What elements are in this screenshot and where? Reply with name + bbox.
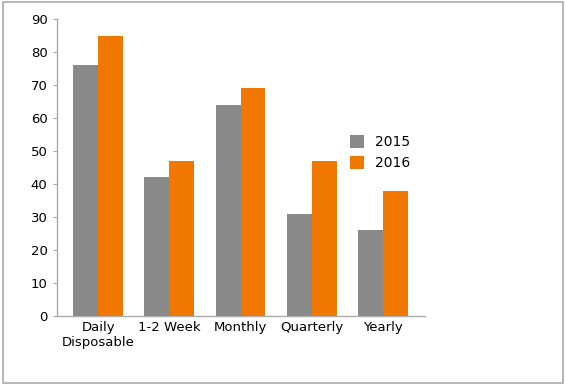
- Bar: [144, 177, 169, 316]
- Bar: [98, 36, 123, 316]
- Bar: [169, 161, 194, 316]
- Bar: [312, 161, 337, 316]
- Bar: [287, 214, 312, 316]
- Bar: [241, 89, 265, 316]
- Bar: [74, 65, 98, 316]
- Legend: 2015, 2016: 2015, 2016: [344, 128, 418, 177]
- Bar: [383, 191, 408, 316]
- Bar: [358, 230, 383, 316]
- Bar: [216, 105, 241, 316]
